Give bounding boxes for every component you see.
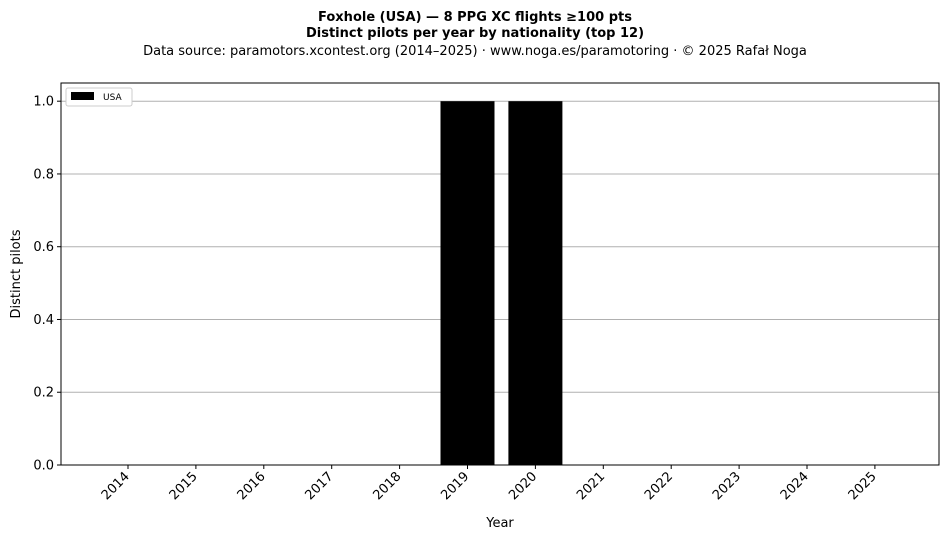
x-axis-label: Year [485, 516, 514, 531]
x-tick-label: 2017 [303, 469, 337, 503]
bar-2020 [508, 101, 563, 465]
y-tick-label: 1.0 [33, 95, 54, 110]
legend-swatch [71, 92, 94, 100]
bar-2019 [440, 101, 495, 465]
x-tick-label: 2024 [778, 469, 812, 503]
y-tick-label: 0.8 [33, 167, 54, 182]
x-tick-label: 2014 [99, 469, 133, 503]
y-tick-label: 0.4 [33, 313, 54, 328]
x-tick-label: 2022 [642, 469, 676, 503]
legend-label: USA [103, 93, 122, 103]
chart-source: Data source: paramotors.xcontest.org (20… [143, 44, 807, 59]
chart-title: Foxhole (USA) — 8 PPG XC flights ≥100 pt… [318, 10, 632, 25]
x-tick-label: 2016 [235, 469, 269, 503]
x-tick-label: 2023 [710, 469, 744, 503]
x-tick-label: 2021 [574, 469, 608, 503]
plot-frame [60, 82, 940, 466]
x-axis: 2014 2015 2016 2017 2018 2019 2020 2021 2022 2023… [99, 465, 880, 503]
chart-subtitle: Distinct pilots per year by nationality … [306, 26, 644, 41]
x-tick-label: 2020 [506, 469, 540, 503]
y-axis-label: Distinct pilots [9, 229, 24, 318]
x-tick-label: 2018 [370, 469, 404, 503]
y-tick-label: 0.2 [33, 386, 54, 401]
y-axis: 0.0 0.2 0.4 0.6 0.8 1.0 [33, 95, 61, 474]
grid-lines [61, 100, 939, 393]
x-tick-label: 2019 [438, 469, 472, 503]
y-tick-label: 0.6 [33, 240, 54, 255]
y-tick-label: 0.0 [33, 459, 54, 474]
x-tick-label: 2015 [167, 469, 201, 503]
bars [440, 101, 563, 465]
x-tick-label: 2025 [846, 469, 880, 503]
legend: USA [65, 87, 133, 107]
